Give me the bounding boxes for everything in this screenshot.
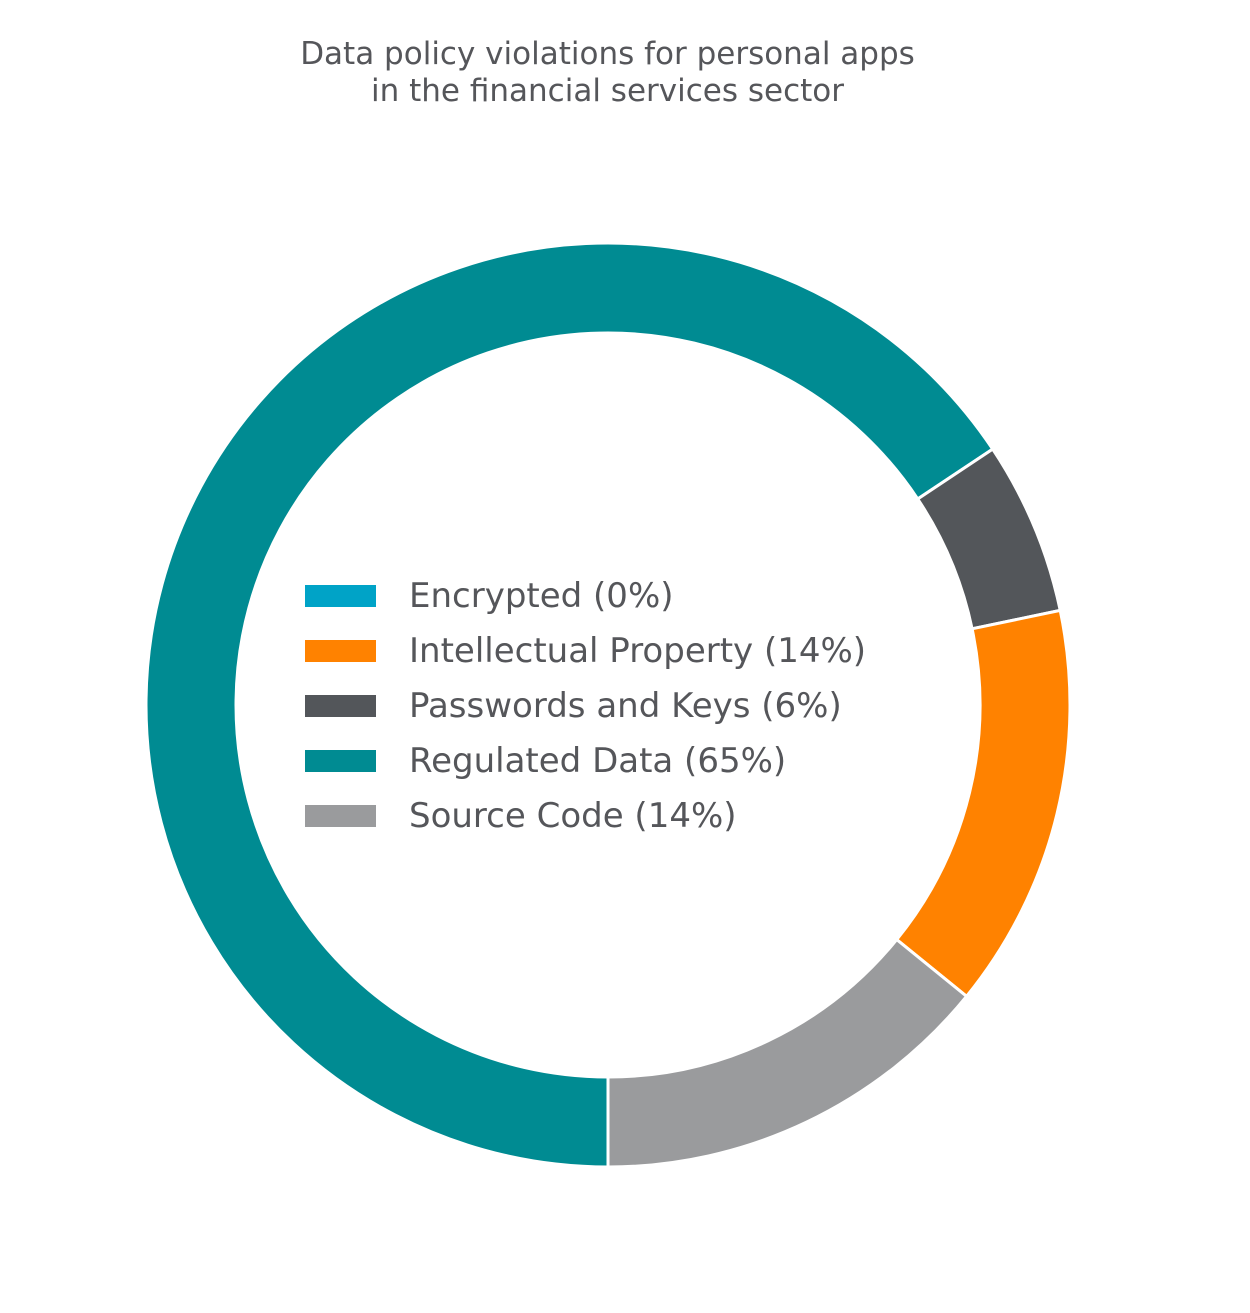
legend-label-source-code: Source Code (14%) (409, 795, 737, 836)
donut-slice-intellectual-property (894, 608, 1072, 999)
legend-item-encrypted: Encrypted (0%) (305, 568, 866, 623)
legend-item-source-code: Source Code (14%) (305, 788, 866, 843)
chart-title-line-2: in the financial services sector (371, 73, 844, 109)
legend-label-passwords-and-keys: Passwords and Keys (6%) (409, 685, 842, 726)
legend-swatch-regulated-data (305, 749, 376, 772)
legend-label-regulated-data: Regulated Data (65%) (409, 740, 787, 781)
chart-title-line-1: Data policy violations for personal apps (300, 36, 915, 72)
chart-title: Data policy violations for personal apps… (0, 36, 1215, 110)
legend-swatch-source-code (305, 804, 376, 827)
chart-legend: Encrypted (0%) Intellectual Property (14… (305, 568, 866, 843)
donut-slice-source-code (606, 937, 969, 1169)
legend-item-passwords-and-keys: Passwords and Keys (6%) (305, 678, 866, 733)
legend-swatch-passwords-and-keys (305, 694, 376, 717)
legend-label-intellectual-property: Intellectual Property (14%) (409, 630, 867, 671)
legend-swatch-encrypted (305, 584, 376, 607)
legend-item-intellectual-property: Intellectual Property (14%) (305, 623, 866, 678)
legend-swatch-intellectual-property (305, 639, 376, 662)
legend-item-regulated-data: Regulated Data (65%) (305, 733, 866, 788)
donut-slice-regulated-data (144, 241, 995, 1169)
legend-label-encrypted: Encrypted (0%) (409, 575, 674, 616)
